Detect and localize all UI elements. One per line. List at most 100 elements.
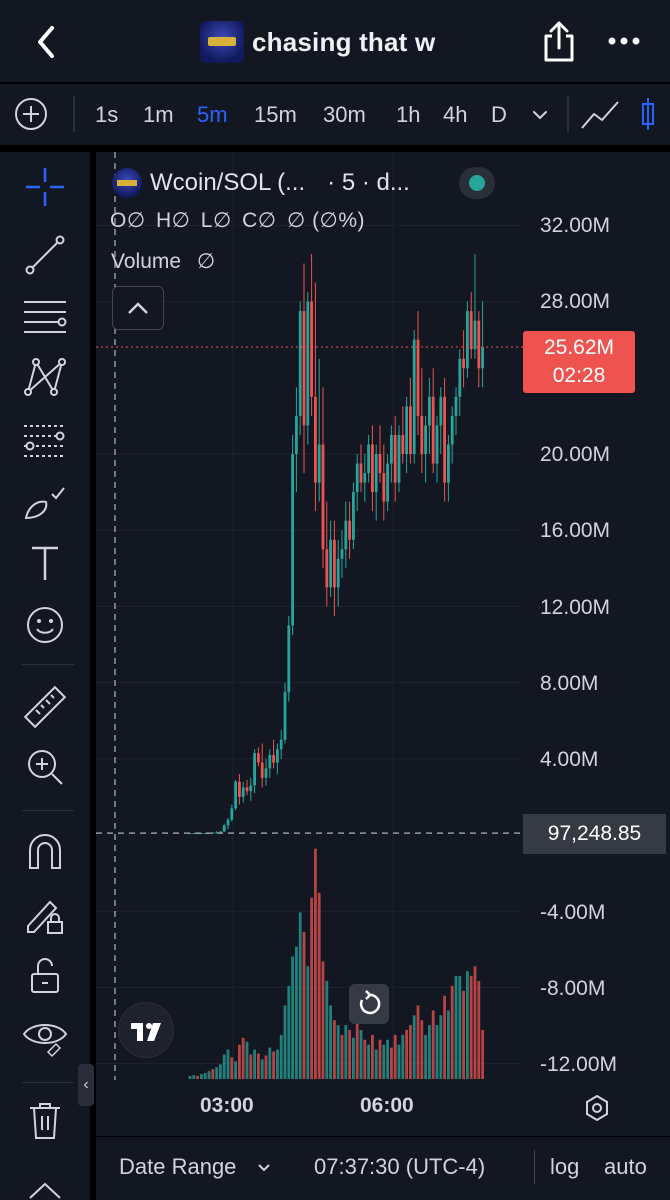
open-label: O — [110, 209, 127, 232]
chevron-down-icon[interactable] — [528, 100, 552, 130]
candle-body — [211, 832, 215, 834]
tradingview-logo[interactable] — [118, 1002, 174, 1058]
candle-body — [283, 692, 287, 740]
candle-body — [412, 339, 416, 454]
volume-bar — [306, 966, 310, 1079]
fib-retracement-icon[interactable] — [22, 294, 68, 340]
candle-body — [268, 754, 272, 769]
zoom-in-icon[interactable] — [22, 744, 68, 790]
trash-icon[interactable] — [22, 1098, 68, 1144]
chart-pane[interactable] — [96, 152, 670, 1080]
candle-body — [416, 339, 420, 416]
timeframe-1h[interactable]: 1h — [396, 102, 421, 127]
trend-line-icon[interactable] — [22, 232, 68, 278]
chevron-up-icon[interactable] — [22, 1172, 68, 1200]
emoji-icon[interactable] — [22, 602, 68, 648]
volume-bar — [272, 1051, 275, 1079]
volume-bar — [215, 1067, 218, 1079]
candle-body — [469, 311, 473, 350]
volume-label: Volume — [111, 250, 182, 273]
low-value: ∅ — [212, 209, 232, 232]
text-icon[interactable] — [22, 540, 68, 586]
crosshair-price-tag: 97,248.85 — [523, 814, 666, 854]
back-icon[interactable] — [30, 22, 66, 62]
timeframe-1m[interactable]: 1m — [143, 102, 174, 127]
log-scale-toggle[interactable]: log — [550, 1154, 580, 1179]
timezone-clock[interactable]: 07:37:30 (UTC-4) — [314, 1154, 486, 1179]
timeframe-4h[interactable]: 4h — [443, 102, 468, 127]
candle-body — [428, 396, 431, 426]
add-symbol-icon[interactable] — [14, 97, 48, 131]
panel-divider — [22, 664, 74, 665]
magnet-icon[interactable] — [22, 828, 68, 874]
auto-scale-toggle[interactable]: auto — [604, 1154, 647, 1179]
volume-bar — [253, 1049, 256, 1079]
ruler-icon[interactable] — [22, 684, 68, 730]
pattern-icon[interactable] — [22, 354, 68, 400]
volume-bar — [207, 1071, 211, 1079]
share-icon[interactable] — [540, 20, 578, 64]
volume-bar — [222, 1054, 226, 1079]
candles-icon[interactable] — [638, 94, 670, 134]
collapse-legend-button[interactable] — [112, 286, 164, 330]
chart-title[interactable]: chasing that w — [200, 20, 435, 64]
volume-bar — [477, 981, 481, 1079]
candle-body — [386, 463, 389, 502]
collapse-panel-handle[interactable]: ‹ — [78, 1064, 94, 1106]
volume-bar — [219, 1064, 222, 1079]
volume-bar — [348, 1030, 351, 1079]
lock-drawing-icon[interactable] — [22, 890, 68, 936]
volume-value: ∅ — [196, 250, 216, 273]
volume-bar — [238, 1044, 241, 1079]
settings-icon[interactable] — [582, 1093, 612, 1123]
volume-bar — [469, 976, 473, 1079]
timeframe-5m[interactable]: 5m — [197, 102, 228, 127]
candle-body — [333, 539, 336, 588]
candle-body — [226, 819, 230, 826]
candle-body — [363, 473, 367, 483]
chevron-down-icon[interactable] — [256, 1162, 272, 1174]
volume-legend[interactable]: Volume ∅ — [111, 249, 215, 274]
brush-icon[interactable] — [22, 480, 68, 526]
time-axis[interactable] — [96, 1080, 670, 1136]
candle-body — [466, 311, 469, 369]
candle-body — [367, 444, 370, 474]
candle-body — [348, 520, 351, 540]
volume-bar — [390, 1047, 393, 1079]
candle-body — [203, 833, 207, 835]
timeframe-15m[interactable]: 15m — [254, 102, 297, 127]
candle-body — [374, 454, 378, 493]
ohlc-legend: O∅ H∅ L∅ C∅ ∅ (∅%) — [110, 208, 365, 233]
more-icon[interactable] — [604, 28, 644, 54]
volume-bar — [397, 1044, 401, 1079]
close-value: ∅ — [257, 209, 277, 232]
line-chart-icon[interactable] — [580, 98, 622, 132]
candle-body — [477, 320, 481, 369]
price-axis-label: 12.00M — [540, 596, 611, 619]
unlock-icon[interactable] — [22, 952, 68, 998]
reset-chart-button[interactable] — [349, 984, 389, 1024]
timeframe-30m[interactable]: 30m — [323, 102, 366, 127]
symbol-legend[interactable]: Wcoin/SOL (... · 5 · d... — [112, 166, 410, 200]
page-title: chasing that w — [252, 26, 436, 57]
market-status-indicator[interactable] — [459, 167, 495, 199]
reset-icon — [359, 990, 381, 1015]
candle-body — [447, 444, 450, 483]
price-chart[interactable] — [96, 152, 670, 1080]
candle-body — [249, 785, 253, 792]
volume-bar — [298, 912, 302, 1079]
timeframe-d[interactable]: D — [491, 102, 507, 127]
candle-body — [473, 320, 477, 350]
chevron-up-icon — [128, 302, 148, 314]
volume-bar — [462, 990, 465, 1079]
timeframe-1s[interactable]: 1s — [95, 102, 119, 127]
volume-bar — [329, 1005, 332, 1079]
candle-body — [241, 787, 245, 797]
eye-icon[interactable] — [22, 1012, 68, 1058]
volume-bar — [196, 1076, 199, 1079]
forecast-icon[interactable] — [22, 418, 68, 464]
date-range-button[interactable]: Date Range — [119, 1154, 237, 1179]
low-label: L — [200, 209, 213, 232]
volume-bar — [283, 1005, 287, 1079]
crosshair-icon[interactable] — [22, 164, 68, 210]
